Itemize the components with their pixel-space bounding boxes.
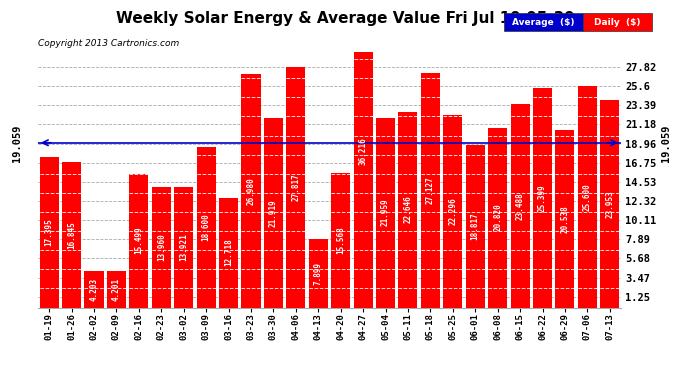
Text: 25.399: 25.399 (538, 184, 547, 211)
Text: 7.899: 7.899 (314, 262, 323, 285)
Text: 17.395: 17.395 (45, 219, 54, 246)
Text: 15.568: 15.568 (336, 226, 345, 254)
Text: 15.499: 15.499 (135, 226, 144, 254)
Bar (488, 128, 507, 308)
Text: 12.718: 12.718 (224, 238, 233, 266)
Text: 16.845: 16.845 (67, 221, 76, 249)
Text: 25.600: 25.600 (583, 183, 592, 211)
Text: 27.817: 27.817 (291, 173, 300, 201)
Text: 36.216: 36.216 (359, 137, 368, 165)
Bar (152, 187, 171, 308)
Text: 4.201: 4.201 (112, 278, 121, 301)
Text: 20.820: 20.820 (493, 204, 502, 231)
Text: 23.488: 23.488 (515, 192, 524, 220)
Bar (219, 198, 238, 308)
Text: 19.059: 19.059 (661, 124, 671, 162)
Bar (39, 157, 59, 308)
Bar (421, 73, 440, 308)
Text: 18.600: 18.600 (201, 213, 210, 241)
Bar (466, 145, 485, 308)
Bar (600, 100, 620, 308)
Text: 19.059: 19.059 (12, 124, 22, 162)
Bar (533, 88, 552, 308)
Text: 21.959: 21.959 (381, 199, 390, 226)
Bar (511, 105, 530, 308)
Text: 18.817: 18.817 (471, 212, 480, 240)
Bar (174, 187, 193, 308)
Bar (264, 118, 283, 308)
Bar (197, 147, 216, 308)
Text: 26.980: 26.980 (246, 177, 255, 205)
Bar (62, 162, 81, 308)
Text: 23.953: 23.953 (605, 190, 614, 218)
Bar (107, 271, 126, 308)
Text: 22.646: 22.646 (404, 196, 413, 223)
Text: Daily  ($): Daily ($) (594, 18, 641, 27)
Text: 13.921: 13.921 (179, 234, 188, 261)
Bar (84, 271, 103, 308)
Bar (555, 130, 575, 308)
Bar (331, 173, 351, 308)
Text: Average  ($): Average ($) (512, 18, 575, 27)
Text: 4.203: 4.203 (90, 278, 99, 301)
Bar (129, 174, 148, 308)
Bar (308, 239, 328, 308)
Bar (443, 115, 462, 308)
Bar (353, 0, 373, 308)
Bar (398, 112, 417, 308)
Text: 21.919: 21.919 (269, 199, 278, 226)
Text: 20.538: 20.538 (560, 205, 569, 232)
Text: Weekly Solar Energy & Average Value Fri Jul 19 05:39: Weekly Solar Energy & Average Value Fri … (115, 11, 575, 26)
Bar (241, 74, 261, 307)
Bar (376, 118, 395, 308)
Text: Copyright 2013 Cartronics.com: Copyright 2013 Cartronics.com (38, 39, 179, 48)
Text: 27.127: 27.127 (426, 176, 435, 204)
Text: 13.960: 13.960 (157, 233, 166, 261)
Bar (286, 67, 306, 308)
Text: 22.296: 22.296 (448, 197, 457, 225)
Bar (578, 86, 597, 308)
